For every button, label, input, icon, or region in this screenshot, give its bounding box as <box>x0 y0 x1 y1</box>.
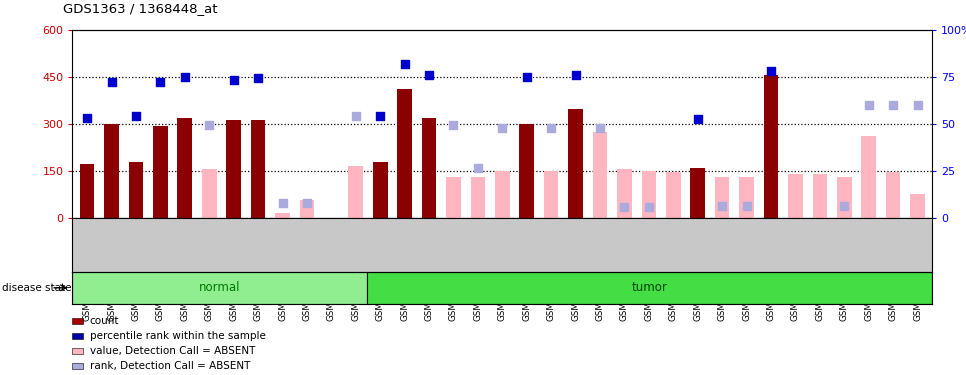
Point <box>568 72 583 78</box>
Bar <box>349 166 363 218</box>
Text: tumor: tumor <box>632 281 668 294</box>
Point <box>495 125 510 132</box>
Point <box>79 114 95 120</box>
Bar <box>641 171 656 217</box>
Text: count: count <box>90 316 120 326</box>
Bar <box>495 171 510 217</box>
Bar <box>470 177 485 218</box>
Bar <box>764 75 779 217</box>
Bar <box>251 120 266 218</box>
Bar <box>422 117 437 218</box>
Point <box>103 79 119 85</box>
Point <box>445 122 461 128</box>
Text: rank, Detection Call = ABSENT: rank, Detection Call = ABSENT <box>90 361 250 371</box>
Bar <box>739 177 753 218</box>
Bar <box>666 172 681 217</box>
Text: GDS1363 / 1368448_at: GDS1363 / 1368448_at <box>63 2 217 15</box>
Point <box>910 102 925 108</box>
Text: normal: normal <box>199 281 241 294</box>
Point <box>348 113 363 119</box>
Point <box>177 74 192 80</box>
Bar <box>544 171 558 217</box>
Bar <box>715 177 729 218</box>
Bar <box>837 177 852 218</box>
Point <box>373 113 388 119</box>
Bar <box>593 132 608 218</box>
Bar <box>568 109 582 217</box>
Point <box>861 102 876 108</box>
Point <box>837 203 852 209</box>
Point <box>153 79 168 85</box>
Point <box>886 102 901 108</box>
Bar <box>910 194 924 217</box>
Text: disease state: disease state <box>2 283 71 293</box>
Bar <box>446 177 461 218</box>
Bar <box>691 168 705 217</box>
Point <box>544 125 559 132</box>
Bar <box>862 136 876 218</box>
Bar <box>788 174 803 217</box>
Point <box>226 77 242 83</box>
Bar <box>812 174 827 217</box>
Point <box>128 113 144 119</box>
Point <box>763 68 779 74</box>
Bar <box>886 172 900 217</box>
Text: value, Detection Call = ABSENT: value, Detection Call = ABSENT <box>90 346 255 356</box>
Point <box>470 165 486 171</box>
Bar <box>367 272 932 304</box>
Point <box>690 116 705 122</box>
Bar <box>299 200 314 217</box>
Bar <box>617 169 632 217</box>
Bar <box>520 124 534 218</box>
Point <box>519 74 534 80</box>
Bar <box>275 213 290 217</box>
Bar <box>397 89 412 218</box>
Point <box>274 200 290 206</box>
Point <box>641 204 657 210</box>
Bar <box>178 118 192 218</box>
Bar <box>72 272 367 304</box>
Point <box>715 203 730 209</box>
Bar <box>104 124 119 218</box>
Point <box>397 62 412 68</box>
Point <box>421 72 437 78</box>
Text: percentile rank within the sample: percentile rank within the sample <box>90 331 266 341</box>
Point <box>202 122 217 128</box>
Bar <box>128 162 143 218</box>
Point <box>616 204 632 210</box>
Bar <box>226 120 241 218</box>
Point <box>592 125 608 132</box>
Bar <box>373 162 387 218</box>
Bar <box>153 126 168 218</box>
Point <box>299 200 315 206</box>
Point <box>739 203 754 209</box>
Bar <box>202 169 216 217</box>
Bar <box>80 164 95 218</box>
Point <box>250 75 266 81</box>
